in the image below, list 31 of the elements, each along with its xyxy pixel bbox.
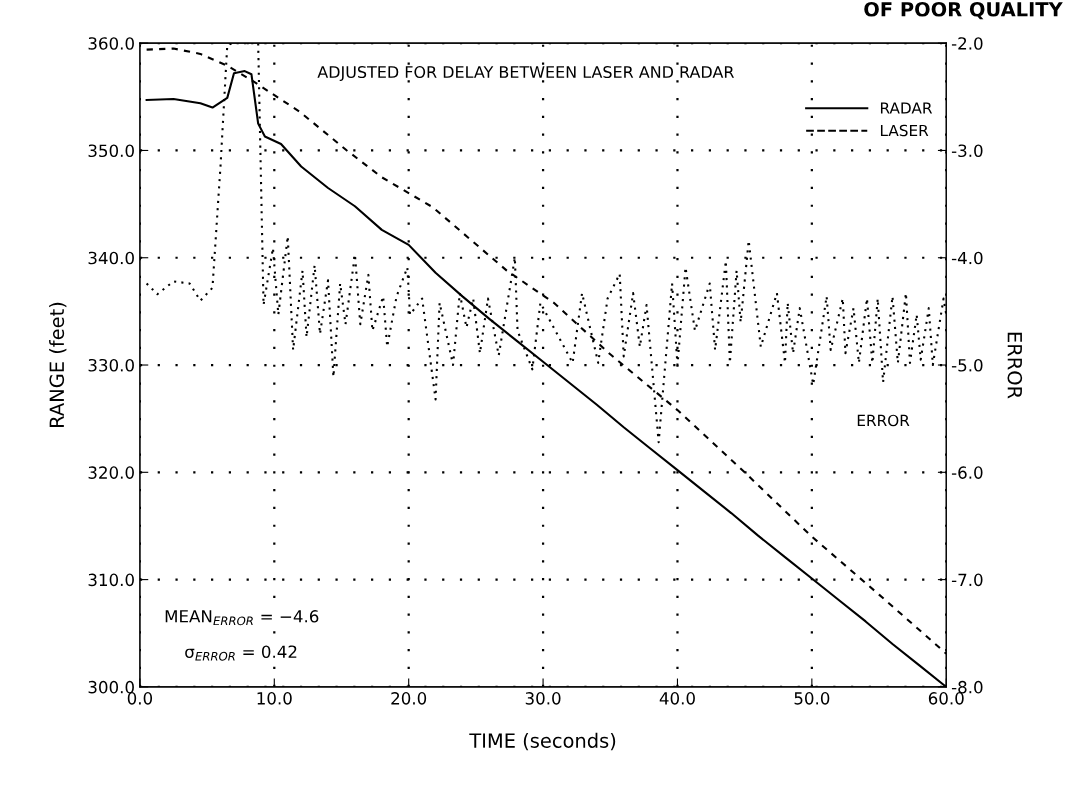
x-tick-label: 20.0 [391, 692, 427, 705]
y-tick-label: 360.0 [88, 37, 134, 50]
annotation: σ$_{ERROR}$ = 0.42 [185, 645, 297, 661]
y2-tick-label: -7.0 [951, 573, 983, 587]
legend-label: LASER [880, 124, 929, 137]
y-tick-label: 330.0 [88, 358, 134, 372]
y-tick-label: 310.0 [88, 573, 134, 587]
y2-tick-label: -2.0 [951, 37, 983, 50]
y-tick-label: 320.0 [88, 466, 134, 479]
x-tick-label: 0.0 [127, 692, 153, 705]
y-tick-label: 340.0 [88, 251, 134, 265]
text: ERROR [857, 414, 910, 427]
x-tick-label: 60.0 [928, 692, 964, 705]
text: OF POOR QUALITY [864, 1, 1063, 20]
y2-tick-label: -6.0 [951, 466, 983, 479]
y2-tick-label: -5.0 [951, 358, 983, 372]
x-tick-label: 10.0 [257, 692, 292, 705]
x-tick-label: 50.0 [794, 692, 830, 705]
y2-tick-label: -4.0 [951, 251, 983, 265]
x-axis-title: TIME (seconds) [469, 732, 616, 751]
y-axis-title: RANGE (feet) [49, 302, 67, 427]
y-tick-label: 300.0 [88, 680, 134, 694]
x-tick-label: 30.0 [525, 692, 561, 705]
y2-axis-title: ERROR [1007, 332, 1023, 399]
legend-label: RADAR [880, 102, 933, 114]
y-tick-label: 350.0 [88, 144, 134, 158]
annotation: ADJUSTED FOR DELAY BETWEEN LASER AND RADAR [317, 65, 735, 82]
y2-tick-label: -8.0 [951, 680, 983, 694]
y2-tick-label: -3.0 [951, 144, 983, 158]
annotation: MEAN$_{ERROR}$ = −4.6 [165, 610, 319, 626]
x-tick-label: 40.0 [659, 692, 695, 705]
